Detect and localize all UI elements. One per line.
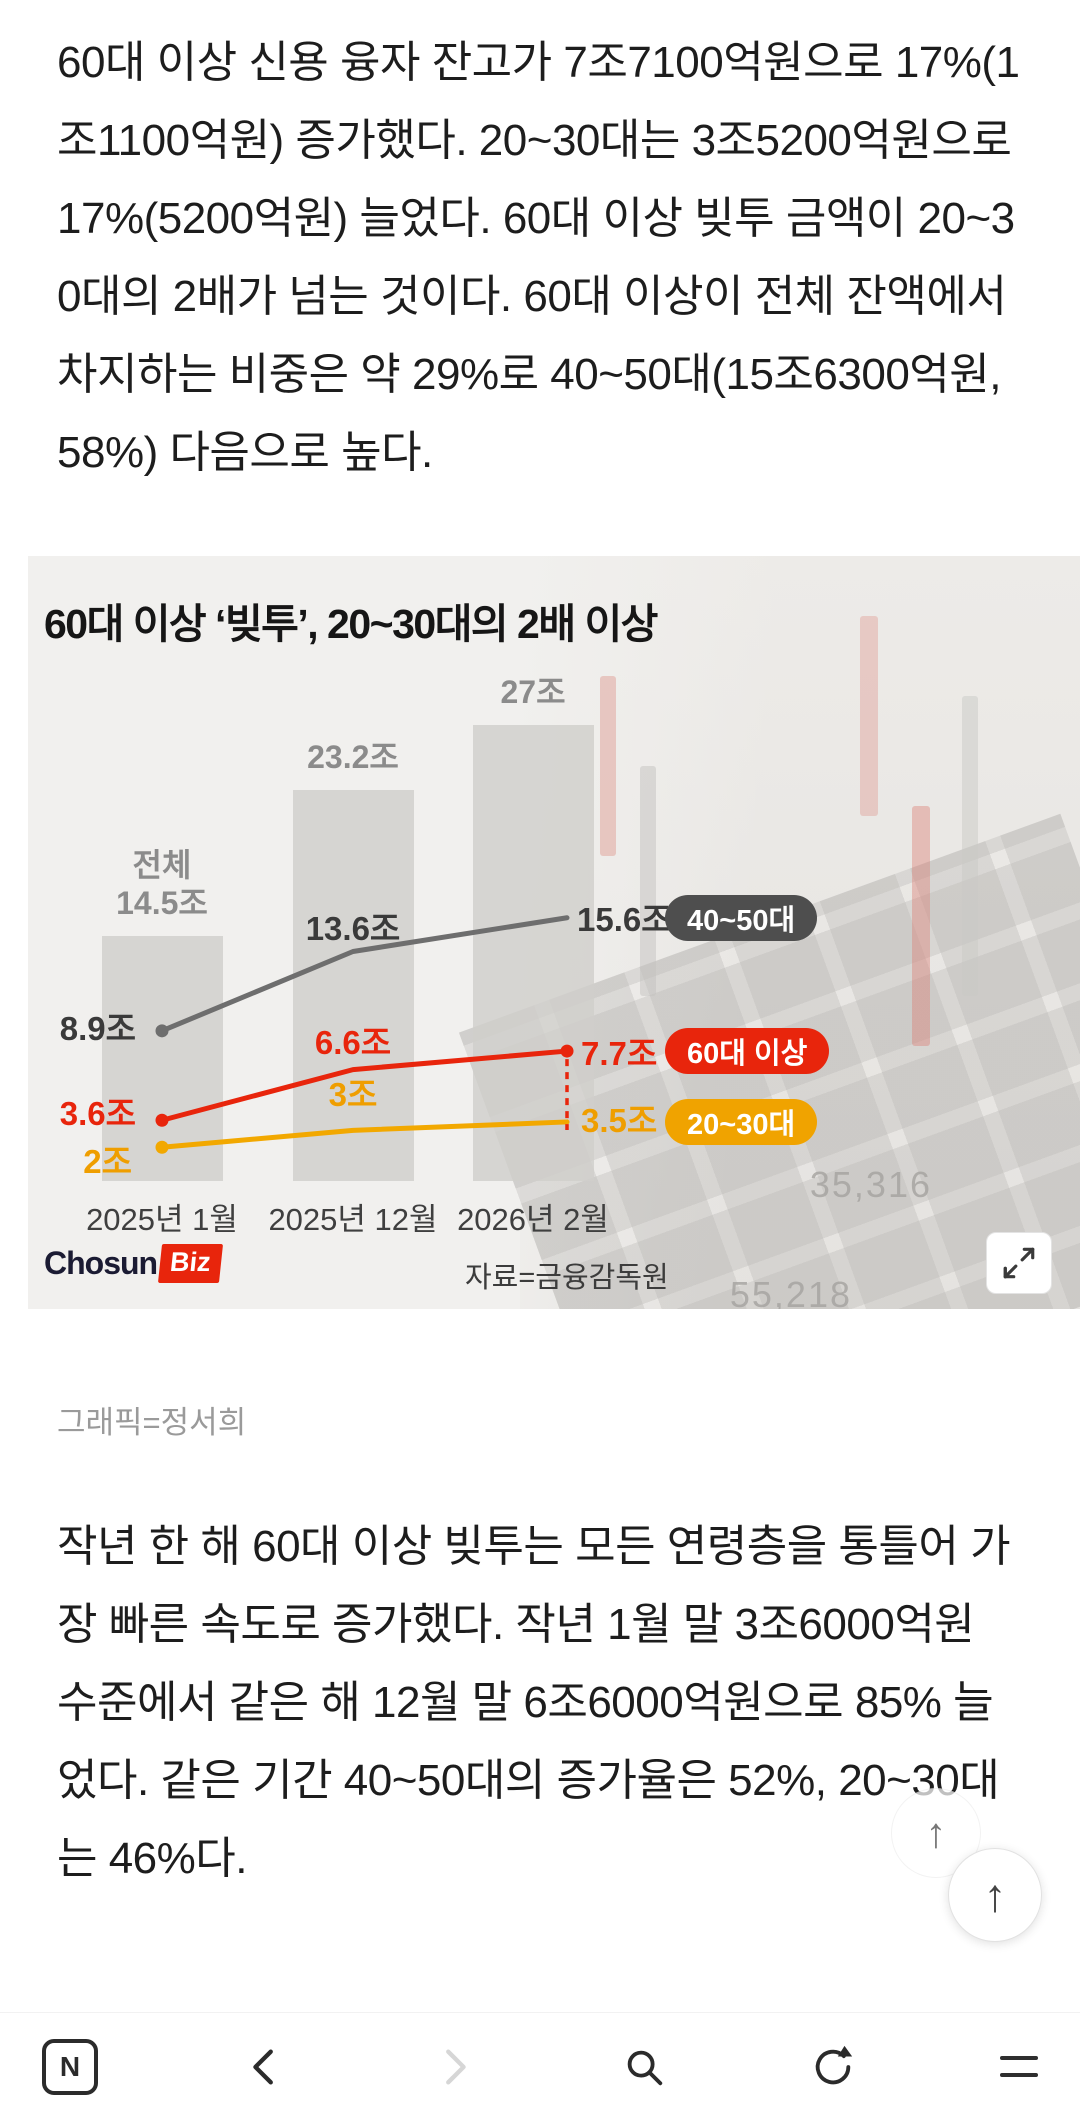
total-bar [101, 936, 223, 1181]
expand-image-button[interactable] [986, 1232, 1052, 1294]
total-bar [292, 789, 414, 1181]
candlestick-decoration [640, 766, 656, 996]
candlestick-decoration [860, 616, 878, 816]
series-badge: 40~50대 [665, 894, 818, 941]
menu-icon [999, 2056, 1038, 2077]
refresh-button[interactable] [810, 2044, 856, 2090]
series-value-label: 15.6조 [577, 900, 672, 938]
logo-text-biz: Biz [158, 1244, 223, 1283]
chart-background-photo: 35,316 55,218 [458, 556, 1080, 1309]
candlestick-decoration [912, 806, 930, 1046]
chart-lines [155, 915, 574, 1154]
series-value-label: 13.6조 [305, 909, 401, 947]
series-value-label: 6.6조 [314, 1023, 392, 1061]
series-badge: 20~30대 [665, 1098, 818, 1145]
series-value-label: 7.7조 [581, 1035, 658, 1073]
total-bar-label: 27조 [500, 674, 566, 711]
chart-infographic: 35,316 55,218 60대 이상 ‘빚투’, 20~30대의 2배 이상… [28, 556, 1080, 1309]
naver-home-button[interactable]: N [42, 2038, 98, 2095]
back-button[interactable] [242, 2044, 288, 2090]
series-badge: 60대 이상 [665, 1028, 830, 1075]
x-axis-label: 2026년 2월 [457, 1202, 609, 1237]
chosunbiz-logo: Chosun Biz [44, 1244, 223, 1283]
forward-button[interactable] [431, 2044, 477, 2090]
search-button[interactable] [621, 2044, 667, 2090]
chevron-right-icon [446, 2049, 466, 2084]
background-number: 55,218 [729, 1274, 852, 1309]
candlestick-decoration [962, 696, 978, 996]
background-number: 35,316 [809, 1164, 932, 1205]
series-value-label: 3조 [328, 1076, 378, 1114]
article-body: 60대 이상 신용 융자 잔고가 7조7100억원으로 17%(1조1100억원… [28, 38, 1080, 1883]
scroll-top-button[interactable]: ↑ [948, 1848, 1042, 1942]
arrow-up-icon: ↑ [983, 1869, 1007, 1921]
x-axis-label: 2025년 1월 [86, 1202, 238, 1237]
series-value-label: 8.9조 [59, 1009, 136, 1047]
total-bar [472, 725, 594, 1181]
article-paragraph-1: 60대 이상 신용 융자 잔고가 7조7100억원으로 17%(1조1100억원… [57, 38, 1020, 477]
article-paragraph-2: 작년 한 해 60대 이상 빚투는 모든 연령층을 통틀어 가장 빠른 속도로 … [57, 1522, 1011, 1883]
x-axis-label: 2025년 12월 [268, 1202, 438, 1237]
total-bar-label: 23.2조 [307, 738, 399, 775]
candlestick-decoration [600, 676, 616, 856]
chart-plot: 전체 14.5조 2025년 1월 23.2조 2025년 12월 27조 2026년 2월… [28, 556, 1080, 1309]
bottom-toolbar: N [0, 2012, 1080, 2120]
series-value-label: 2조 [83, 1143, 132, 1181]
chart-source: 자료=금융감독원 [465, 1262, 669, 1294]
total-bar-label: 전체 14.5조 [116, 847, 208, 922]
series-value-label: 3.5조 [581, 1101, 658, 1139]
logo-text-chosun: Chosun [44, 1245, 158, 1281]
chevron-left-icon [252, 2049, 273, 2084]
refresh-icon [816, 2045, 853, 2084]
image-caption: 그래픽=정서희 [57, 1405, 247, 1440]
naver-n-icon: N [42, 2038, 98, 2095]
chart-title: 60대 이상 ‘빚투’, 20~30대의 2배 이상 [44, 601, 658, 647]
expand-icon [1003, 1247, 1035, 1279]
series-value-label: 3.6조 [59, 1095, 136, 1133]
menu-button[interactable] [999, 2056, 1038, 2077]
search-icon [627, 2050, 662, 2085]
arrow-up-icon: ↑ [925, 1809, 947, 1856]
